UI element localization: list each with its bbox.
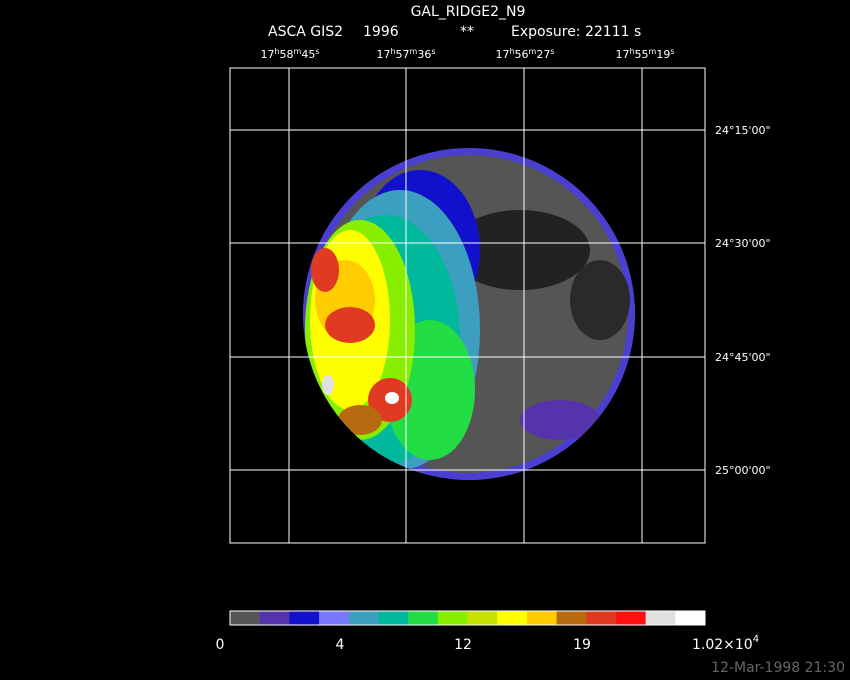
timestamp: 12-Mar-1998 21:30	[711, 660, 845, 676]
colorbar-swatch	[526, 611, 558, 625]
ra-unit: s	[315, 47, 319, 56]
dec-label: 24°45'00"	[715, 351, 771, 364]
ra-unit: s	[431, 47, 435, 56]
colorbar-swatch	[348, 611, 379, 625]
colorbar-swatch	[645, 611, 676, 625]
ra-label: 17h57m36s	[376, 47, 435, 61]
ra-unit: h	[509, 47, 514, 56]
exposure: Exposure: 22111 s	[511, 24, 641, 40]
ra-unit: m	[294, 47, 302, 56]
ra-number: 55	[635, 48, 649, 61]
colorbar-swatch	[675, 611, 706, 625]
colorbar-swatch	[615, 611, 647, 625]
ra-number: 17	[376, 48, 390, 61]
ra-unit: s	[550, 47, 554, 56]
colorbar-swatch	[289, 611, 320, 625]
ra-unit: h	[274, 47, 279, 56]
colorbar-swatch	[497, 611, 528, 625]
instrument: ASCA GIS2	[268, 24, 343, 40]
ra-number: 57	[396, 48, 410, 61]
ra-number: 45	[301, 48, 315, 61]
ra-number: 36	[417, 48, 431, 61]
colorbar-swatch	[586, 611, 617, 625]
colorbar-swatch	[437, 611, 468, 625]
ra-unit: h	[390, 47, 395, 56]
colorbar-label: 4	[336, 637, 345, 653]
colorbar-swatch	[378, 611, 409, 625]
colorbar-swatch	[230, 611, 261, 625]
ra-number: 19	[656, 48, 670, 61]
year: 1996	[363, 24, 399, 40]
colorbar	[230, 611, 706, 625]
colorbar-label: 12	[454, 637, 472, 653]
colorbar-max-label: 1.02×104	[692, 634, 759, 653]
colorbar-frame	[229, 610, 706, 626]
colorbar-label: 0	[216, 637, 225, 653]
ra-unit: m	[529, 47, 537, 56]
plot-frame	[229, 67, 706, 544]
colorbar-swatch	[259, 611, 290, 625]
colorbar-swatch	[408, 611, 439, 625]
title: GAL_RIDGE2_N9	[411, 4, 526, 20]
ra-labels: 17h58m45s 17h57m36s 17h56m27s 17h55m19s	[260, 47, 674, 61]
dec-label: 24°30'00"	[715, 237, 771, 250]
ra-number: 17	[615, 48, 629, 61]
ra-label: 17h56m27s	[495, 47, 554, 61]
ra-number: 27	[536, 48, 550, 61]
ra-label: 17h55m19s	[615, 47, 674, 61]
ra-number: 56	[515, 48, 529, 61]
xray-image	[303, 148, 635, 480]
ra-unit: m	[410, 47, 418, 56]
dec-label: 25°00'00"	[715, 464, 771, 477]
ra-unit: m	[649, 47, 657, 56]
colorbar-swatch	[319, 611, 350, 625]
colorbar-swatch	[467, 611, 498, 625]
ra-label: 17h58m45s	[260, 47, 319, 61]
dec-label: 24°15'00"	[715, 124, 771, 137]
ra-number: 58	[280, 48, 294, 61]
coordinate-grid	[230, 68, 705, 543]
ra-number: 17	[260, 48, 274, 61]
flag: **	[460, 24, 474, 40]
ra-unit: h	[629, 47, 634, 56]
colorbar-label: 19	[573, 637, 591, 653]
colorbar-swatch	[556, 611, 587, 625]
ra-number: 17	[495, 48, 509, 61]
ra-unit: s	[670, 47, 674, 56]
